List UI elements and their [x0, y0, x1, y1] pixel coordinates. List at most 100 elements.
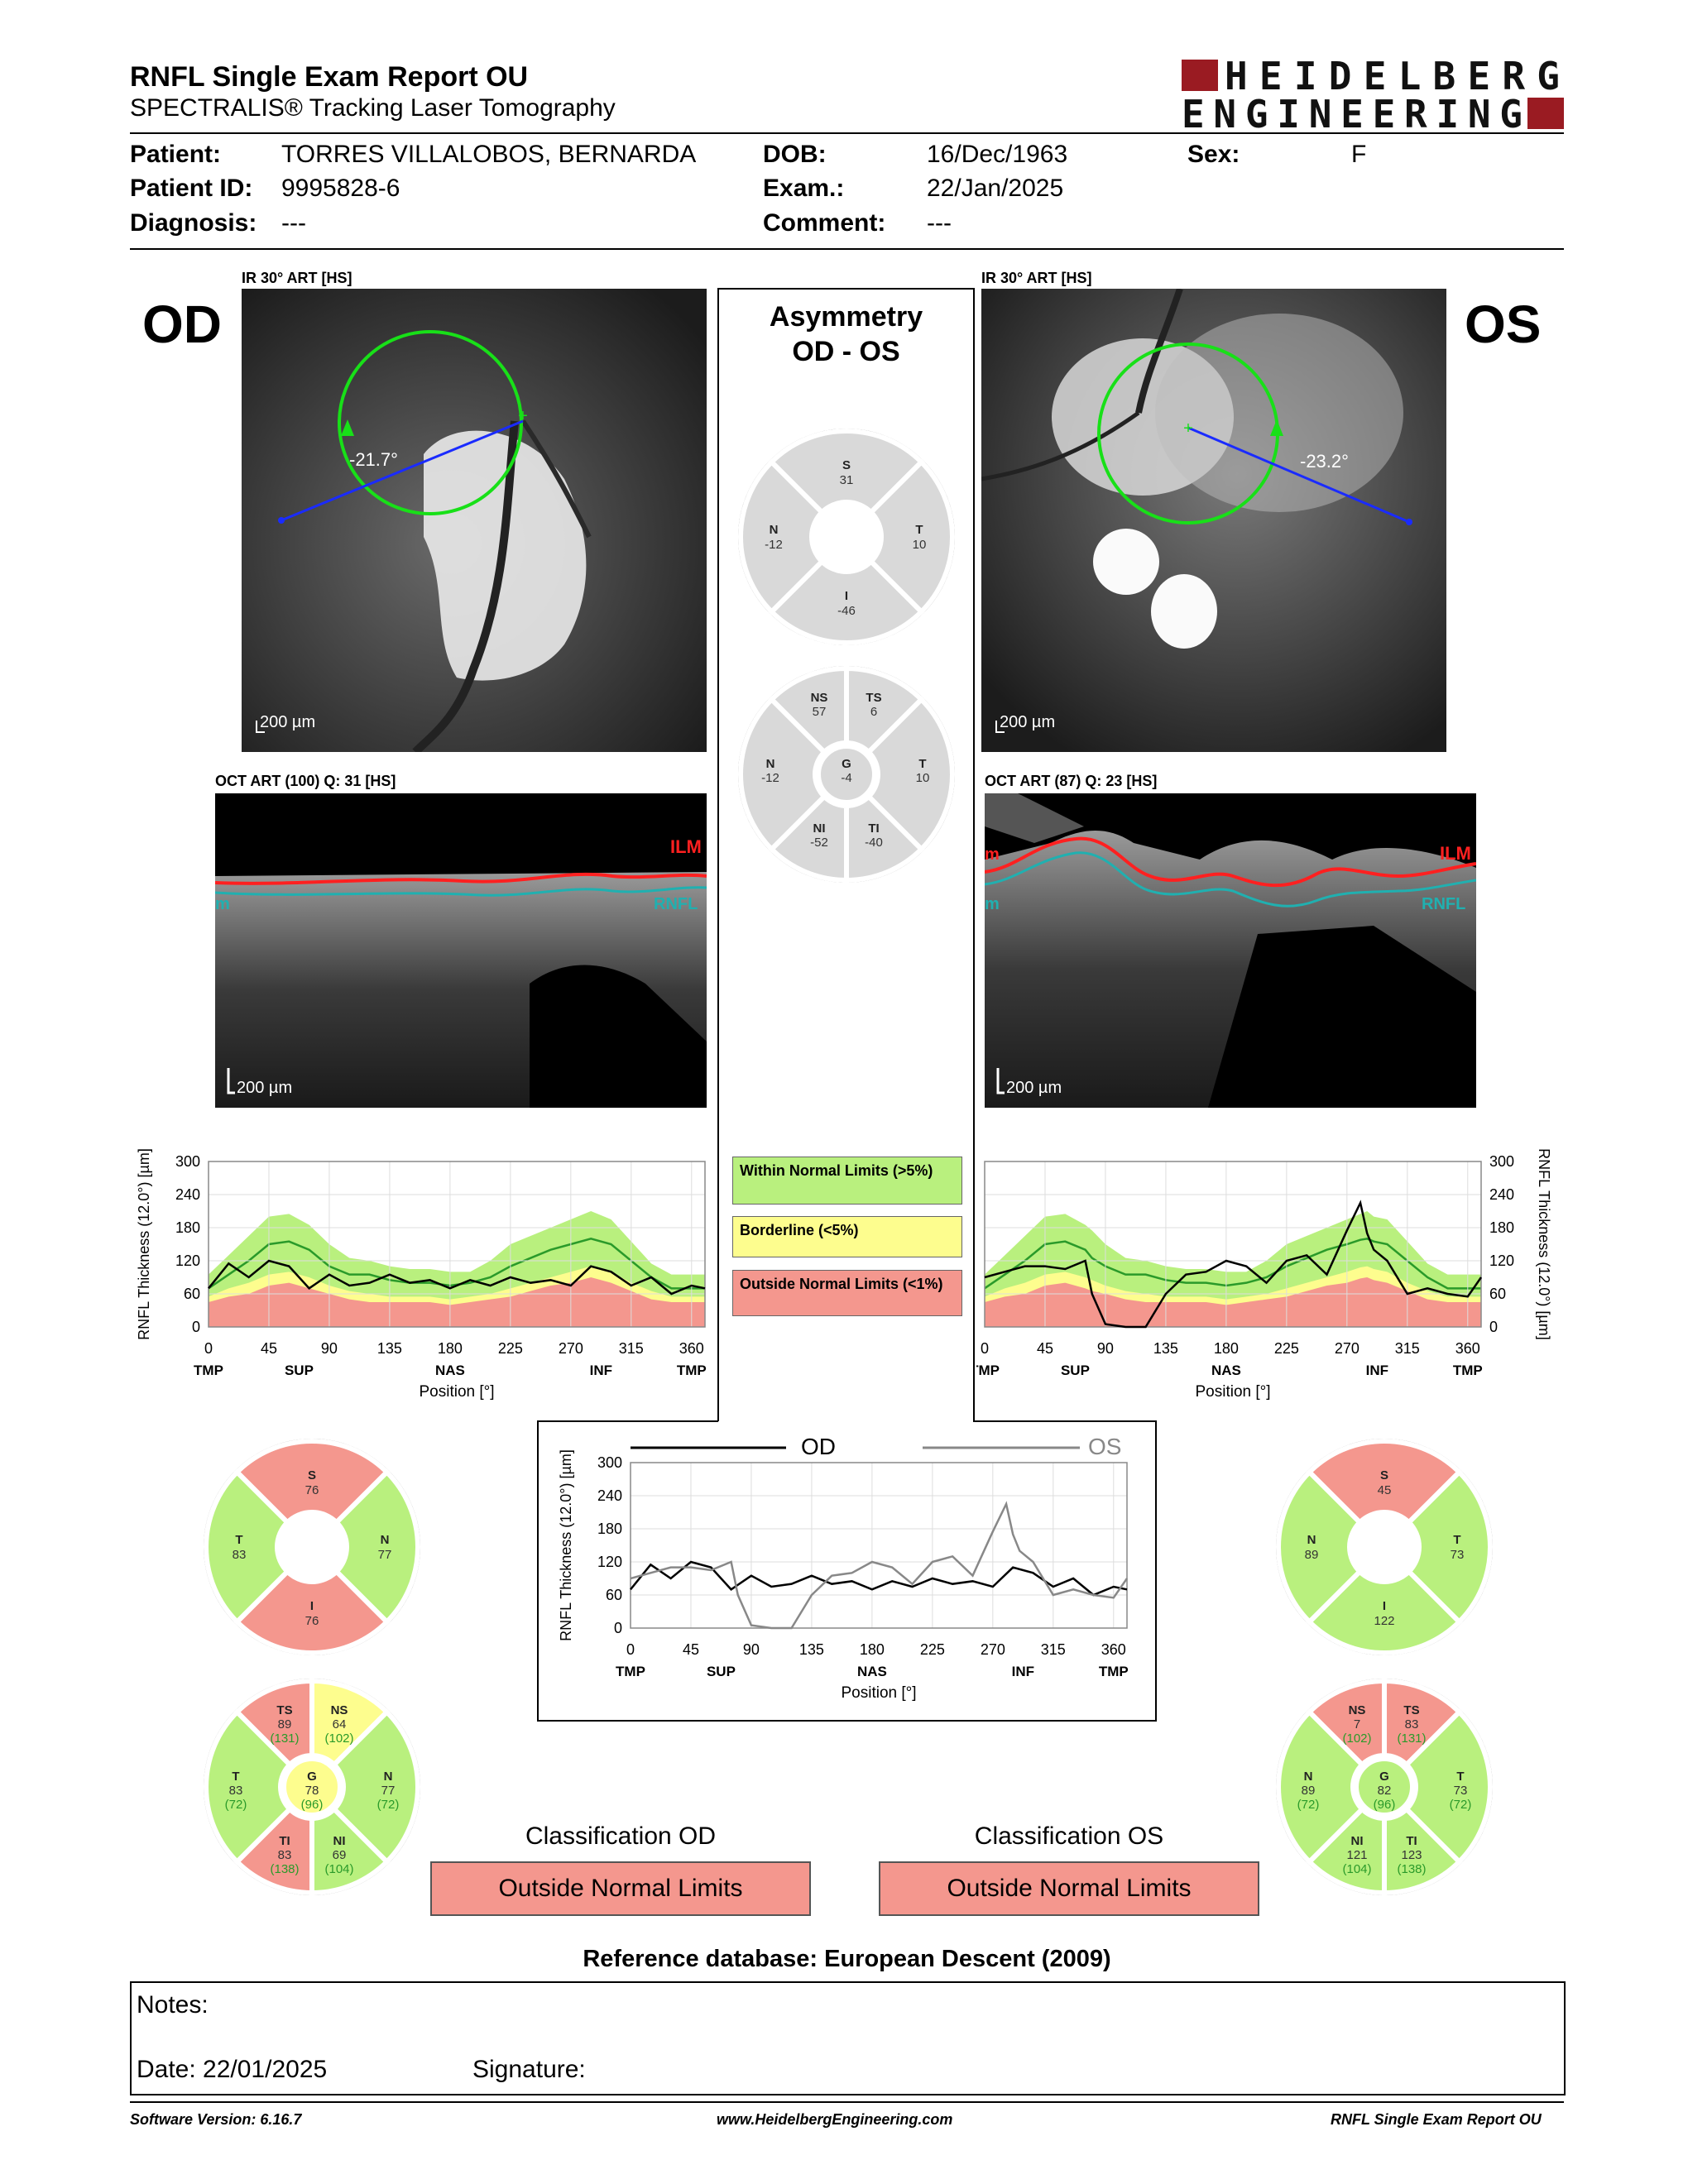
os-thickness-chart: 0 60 120 180 240 300 0 45 90 135 180 225 270 315 360 TM…	[976, 1148, 1552, 1401]
od-angle: -21.7°	[349, 449, 398, 470]
os6-label-g: G	[1379, 1770, 1389, 1784]
cmp-chart-ytick-240: 240	[597, 1487, 622, 1504]
od-chart-region-3: INF	[590, 1363, 612, 1378]
asy6-label-t: T	[918, 757, 926, 771]
footer-url[interactable]: www.HeidelbergEngineering.com	[717, 2111, 953, 2128]
od6-value-ni: 69	[333, 1848, 347, 1862]
od6-ref-g: (96)	[301, 1798, 324, 1812]
os-chart-frame	[984, 1161, 1482, 1328]
cmp-chart-region-1: SUP	[707, 1664, 736, 1679]
cmp-chart-region-0: TMP	[616, 1664, 645, 1679]
os4-label-i: I	[1383, 1599, 1386, 1613]
od4-label-s: S	[308, 1468, 316, 1482]
os-chart-xtick-360: 360	[1455, 1340, 1480, 1357]
od-chart-region-2: NAS	[435, 1363, 465, 1378]
od-fundus-image: + -21.7° 200 µm	[242, 289, 707, 752]
os-chart-xtick-45: 45	[1037, 1340, 1053, 1357]
os-chart-region-3: INF	[1366, 1363, 1388, 1378]
od4-value-n: 77	[378, 1548, 392, 1562]
os6-value-n: 89	[1302, 1784, 1316, 1798]
od-chart-xtick-90: 90	[321, 1340, 338, 1357]
os4-label-t: T	[1453, 1533, 1460, 1547]
od6-label-n: N	[384, 1770, 393, 1784]
cmp-chart-xtick-0: 0	[626, 1641, 635, 1658]
asy4-value-i: -46	[837, 604, 856, 618]
cmp-chart-xlabel: Position [°]	[841, 1684, 916, 1702]
od4-center	[279, 1514, 345, 1580]
os-chart-ytick-120: 120	[1489, 1252, 1514, 1269]
os4-sector-t	[1405, 1468, 1493, 1626]
diagnosis: ---	[281, 209, 306, 237]
od6-label-ts: TS	[276, 1703, 292, 1717]
os-chart-ytick-180: 180	[1489, 1219, 1514, 1236]
od4-sector-i	[233, 1568, 391, 1655]
os-chart-xlabel: Position [°]	[1195, 1383, 1270, 1401]
os6-label-t: T	[1456, 1770, 1464, 1784]
os6-value-g: 82	[1378, 1784, 1392, 1798]
od6-ref-t: (72)	[225, 1798, 247, 1812]
dob-label: DOB:	[763, 141, 827, 168]
od6-value-ti: 83	[278, 1848, 292, 1862]
cmp-chart-frame	[630, 1462, 1128, 1629]
od6-label-ti: TI	[279, 1834, 290, 1848]
os4-sector-n	[1276, 1468, 1364, 1626]
od6-ref-n: (72)	[377, 1798, 400, 1812]
os6-label-ts: TS	[1403, 1703, 1419, 1717]
os6-label-ti: TI	[1406, 1834, 1417, 1848]
asymmetry-title: Asymmetry OD - OS	[718, 299, 974, 369]
od4-sector-s	[233, 1439, 391, 1526]
patient-name: TORRES VILLALOBOS, BERNARDA	[281, 141, 697, 168]
patient-id-label: Patient ID:	[130, 175, 253, 202]
cmp-chart-xtick-315: 315	[1041, 1641, 1066, 1658]
os-ir-scale: 200 µm	[1000, 713, 1055, 731]
os4-value-n: 89	[1305, 1548, 1319, 1562]
od6-ref-ni: (104)	[324, 1862, 353, 1876]
od6-ref-ts: (131)	[270, 1731, 299, 1746]
asy6-label-n: N	[766, 757, 775, 771]
os-chart-region-0: TMP	[976, 1363, 1000, 1378]
notes-box[interactable]: Notes: Date: 22/01/2025 Signature:	[130, 1981, 1566, 2095]
os-chart-xtick-135: 135	[1153, 1340, 1178, 1357]
dob: 16/Dec/1963	[927, 141, 1068, 168]
asy6-value-t: 10	[916, 771, 930, 785]
os-chart-region-2: NAS	[1211, 1363, 1241, 1378]
od6-label-ns: NS	[331, 1703, 348, 1717]
os-chart-ytick-60: 60	[1489, 1286, 1506, 1302]
diagnosis-label: Diagnosis:	[130, 209, 257, 237]
od-chart-series-od	[208, 1259, 706, 1296]
od6-sector-n	[330, 1708, 420, 1866]
cmp-chart-xtick-180: 180	[860, 1641, 885, 1658]
od6-value-n: 77	[381, 1784, 396, 1798]
od6-sector-ti	[233, 1805, 314, 1896]
os6-value-ts: 83	[1405, 1717, 1419, 1731]
os-chart-series-os	[984, 1200, 1483, 1329]
reference-database: Reference database: European Descent (20…	[583, 1946, 1111, 1972]
od4-label-n: N	[381, 1533, 390, 1547]
od-eye-label: OD	[142, 295, 222, 354]
od4-sector-t	[204, 1468, 291, 1626]
asymmetry-title-1: Asymmetry	[769, 301, 923, 333]
cmp-legend-os-label: OS	[1088, 1434, 1121, 1459]
software-version: Software Version: 6.16.7	[130, 2111, 302, 2128]
classification-os-title: Classification OS	[974, 1822, 1164, 1850]
os6-ref-ns: (102)	[1342, 1731, 1371, 1746]
od4-value-s: 76	[305, 1483, 319, 1497]
os-chart-region-1: SUP	[1061, 1363, 1090, 1378]
cmp-chart-xtick-135: 135	[799, 1641, 824, 1658]
cmp-chart-ytick-0: 0	[614, 1620, 622, 1636]
asy6-value-ns: 57	[813, 705, 827, 719]
asy4-sector-t	[867, 458, 955, 615]
asymmetry-title-2: OD - OS	[792, 336, 900, 367]
od-oct-image: ILM RNFL m 200 µm	[215, 793, 707, 1108]
comment: ---	[927, 209, 952, 237]
comment-label: Comment:	[763, 209, 886, 237]
sex: F	[1351, 141, 1367, 168]
od-chart-xtick-180: 180	[438, 1340, 463, 1357]
os-ir-label: IR 30° ART [HS]	[981, 270, 1092, 286]
asy4-label-n: N	[770, 523, 779, 537]
svg-text:+: +	[1183, 419, 1193, 438]
od6-value-g: 78	[305, 1784, 319, 1798]
os4-label-n: N	[1307, 1533, 1316, 1547]
asy6-value-ti: -40	[865, 836, 883, 850]
